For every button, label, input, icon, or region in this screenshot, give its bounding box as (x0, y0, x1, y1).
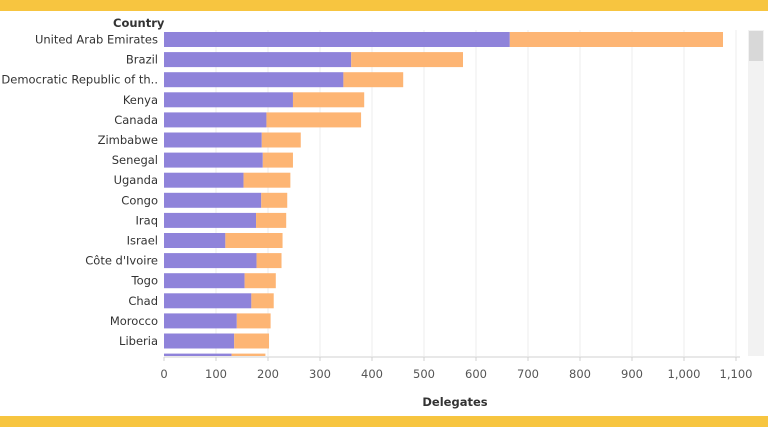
bar-segment[interactable] (509, 32, 723, 47)
x-tick-label: 1,100 (720, 367, 753, 381)
category-label: Chad (128, 294, 158, 308)
category-label: Canada (114, 113, 158, 127)
bar-segment[interactable] (164, 52, 352, 68)
bar-segment[interactable] (164, 293, 252, 309)
bar-segment[interactable] (164, 192, 262, 208)
category-label: Israel (127, 234, 158, 248)
scrollbar-track[interactable] (748, 30, 764, 356)
bar-segment[interactable] (262, 152, 293, 168)
bar-segment[interactable] (164, 152, 263, 168)
bar-segment[interactable] (231, 353, 266, 369)
bar-segment[interactable] (261, 192, 288, 208)
bar-segment[interactable] (261, 132, 301, 148)
bar-segment[interactable] (164, 72, 344, 88)
category-label: Senegal (112, 153, 158, 167)
bar-segment[interactable] (225, 233, 283, 248)
bar-segment[interactable] (244, 273, 276, 289)
x-tick-label: 700 (517, 367, 539, 381)
category-label: Kenya (123, 93, 158, 107)
bar-segment[interactable] (256, 253, 282, 269)
category-label: Togo (131, 274, 158, 288)
x-tick-label: 300 (309, 367, 331, 381)
bar-segment[interactable] (164, 333, 235, 349)
category-label: Democratic Republic of th.. (1, 73, 158, 87)
bottom-accent-band (0, 416, 768, 427)
category-label: Côte d'Ivoire (85, 254, 158, 268)
top-accent-band (0, 0, 768, 11)
x-axis-title: Delegates (422, 395, 487, 409)
bar-segment[interactable] (266, 112, 362, 128)
bar-segment[interactable] (243, 172, 291, 188)
x-tick-label: 500 (413, 367, 435, 381)
x-tick-label: 400 (361, 367, 383, 381)
x-axis-ticks: 0 100 200 300 400 500 600 700 800 900 1,000 1,100 (160, 357, 752, 381)
x-tick-label: 900 (621, 367, 643, 381)
bar-segment[interactable] (351, 52, 463, 68)
bar-segment[interactable] (236, 313, 271, 329)
x-tick-label: 0 (160, 367, 167, 381)
bar-segment[interactable] (164, 212, 257, 228)
bar-segment[interactable] (164, 233, 226, 248)
category-label: Iraq (136, 213, 158, 227)
category-label: Liberia (119, 334, 158, 348)
bar-segment[interactable] (164, 92, 293, 108)
row-header-country: Country (113, 16, 165, 30)
x-tick-label: 100 (205, 367, 227, 381)
category-label: Morocco (110, 314, 158, 328)
x-tick-label: 200 (257, 367, 279, 381)
bar-segment[interactable] (251, 293, 274, 309)
category-label: United Arab Emirates (35, 33, 158, 47)
bar-segment[interactable] (164, 172, 244, 188)
bar-segment[interactable] (292, 92, 365, 108)
bar-segment[interactable] (164, 313, 237, 329)
category-label: Brazil (126, 53, 158, 67)
bar-segment[interactable] (164, 112, 267, 128)
scrollbar-thumb[interactable] (749, 31, 763, 61)
category-labels: United Arab Emirates Brazil Democratic Rep… (1, 33, 158, 349)
category-label: Congo (121, 193, 158, 207)
bar-segment[interactable] (164, 32, 510, 47)
category-label: Zimbabwe (98, 133, 158, 147)
bar-segment[interactable] (164, 353, 232, 369)
x-tick-label: 1,000 (668, 367, 701, 381)
bar-segment[interactable] (343, 72, 404, 88)
x-tick-label: 800 (569, 367, 591, 381)
bar-segment[interactable] (164, 253, 257, 269)
bar-segment[interactable] (164, 132, 262, 148)
bar-segment[interactable] (256, 212, 287, 228)
bar-segment[interactable] (164, 273, 245, 289)
category-label: Uganda (114, 173, 158, 187)
x-tick-label: 600 (465, 367, 487, 381)
bars (164, 32, 723, 369)
bar-segment[interactable] (234, 333, 270, 349)
